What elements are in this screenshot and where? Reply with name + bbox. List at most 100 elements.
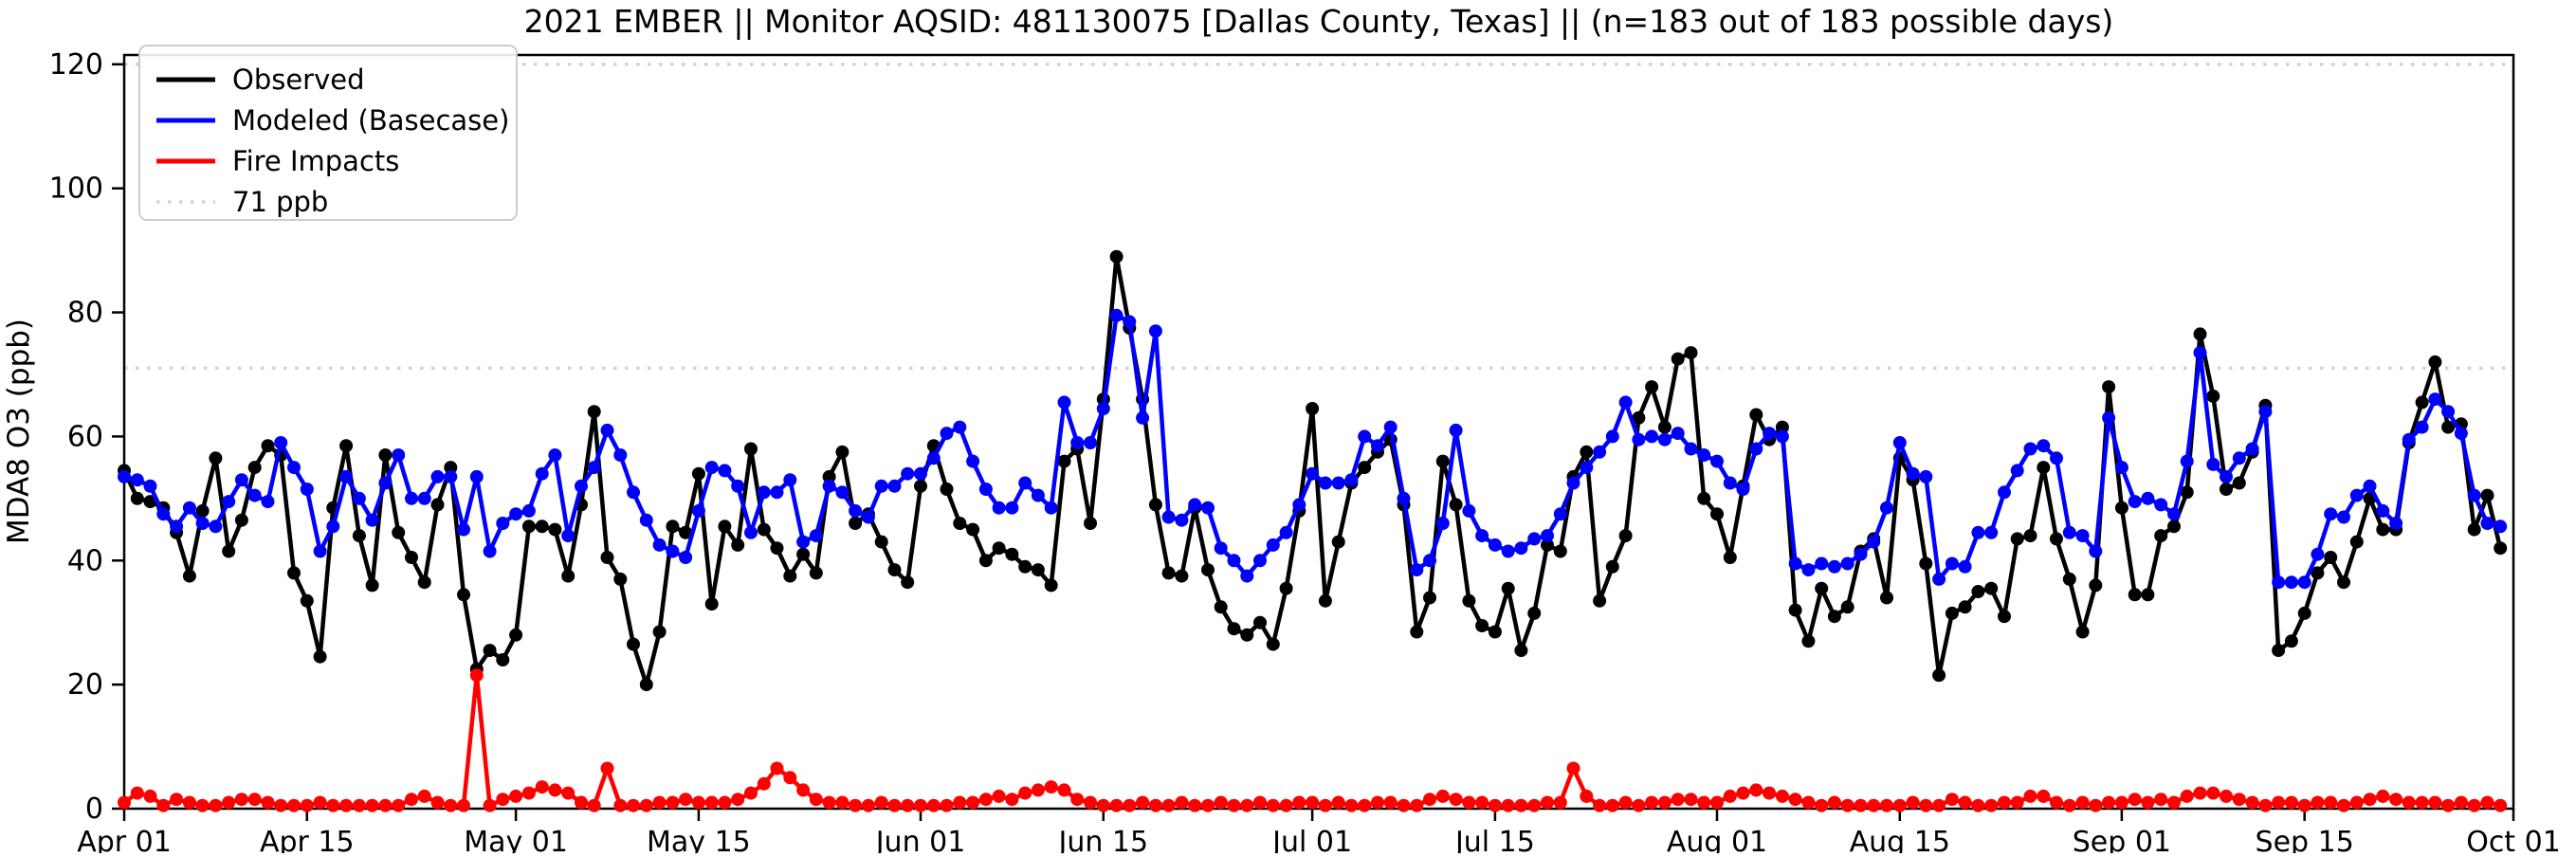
data-point [835, 445, 850, 459]
data-point [1801, 795, 1816, 810]
data-point [118, 795, 131, 810]
data-point [1867, 798, 1881, 812]
data-point [234, 473, 248, 487]
data-point [1175, 513, 1189, 527]
data-point [1488, 798, 1502, 812]
data-point [1932, 798, 1946, 812]
data-point [1605, 429, 1619, 444]
data-point [652, 625, 667, 639]
data-point [1827, 559, 1841, 574]
data-point [1684, 346, 1698, 360]
data-point [1618, 529, 1633, 543]
data-point [1788, 793, 1802, 807]
data-point [143, 495, 157, 509]
data-point [1697, 491, 1711, 505]
data-point [1331, 535, 1345, 549]
data-point [718, 464, 732, 478]
data-point [1148, 324, 1162, 338]
data-point [378, 448, 393, 462]
data-point [2324, 795, 2338, 810]
data-point [561, 569, 575, 583]
data-point [1397, 491, 1411, 505]
data-point [2102, 795, 2116, 810]
data-point [613, 448, 628, 462]
data-point [1827, 795, 1841, 810]
data-point [1227, 554, 1241, 568]
data-point [247, 488, 262, 502]
data-point [1541, 529, 1554, 543]
data-point [1801, 563, 1816, 577]
data-point [1136, 410, 1150, 425]
data-point [704, 795, 719, 810]
data-point [365, 578, 379, 593]
data-point [352, 798, 366, 812]
data-point [222, 495, 236, 509]
data-point [613, 572, 628, 586]
data-point [926, 451, 941, 465]
data-point [835, 485, 850, 500]
data-point [430, 498, 445, 512]
data-point [287, 798, 301, 812]
data-point [234, 793, 248, 807]
data-point [1240, 569, 1254, 583]
data-point [1383, 795, 1398, 810]
data-point [1657, 432, 1672, 447]
data-point [2337, 798, 2350, 812]
data-point [600, 551, 614, 564]
data-point [1684, 793, 1698, 807]
data-point [914, 798, 927, 812]
data-point [130, 473, 144, 487]
data-point [195, 517, 210, 530]
data-point [2062, 572, 2076, 586]
data-point [1005, 501, 1019, 515]
data-point [861, 510, 875, 524]
data-point [2349, 488, 2364, 502]
data-point [1566, 761, 1580, 775]
data-point [300, 483, 314, 496]
data-point [1371, 795, 1384, 810]
data-point [1566, 476, 1580, 490]
data-point [901, 575, 915, 590]
data-point [300, 798, 314, 812]
data-point [1044, 501, 1058, 515]
data-point [1397, 798, 1411, 812]
data-point [156, 798, 171, 812]
data-point [1449, 498, 1463, 512]
data-point [2050, 795, 2063, 810]
data-point [1880, 591, 1893, 605]
data-point [1749, 442, 1763, 456]
data-point [1344, 798, 1359, 812]
data-point [2180, 789, 2194, 803]
data-point [2232, 476, 2246, 490]
data-point [457, 798, 470, 812]
data-point [718, 520, 732, 534]
data-point [2311, 547, 2325, 561]
data-point [1044, 578, 1058, 593]
data-point [2245, 442, 2259, 456]
data-point [757, 485, 771, 500]
data-point [1657, 420, 1672, 434]
data-point [1984, 798, 1999, 812]
data-point [1593, 593, 1607, 608]
data-point [170, 793, 184, 807]
data-point [261, 795, 275, 810]
data-point [1763, 427, 1777, 441]
data-point [2324, 551, 2338, 564]
data-point [1514, 644, 1528, 658]
data-point [2220, 789, 2233, 803]
data-point [1449, 793, 1463, 807]
data-point [2050, 532, 2063, 546]
data-point [483, 644, 497, 658]
data-point [2193, 327, 2207, 341]
data-point [1501, 581, 1515, 595]
data-point [679, 525, 693, 539]
data-point [1892, 436, 1907, 449]
data-point [1775, 429, 1789, 444]
data-point [1410, 625, 1424, 639]
data-point [1123, 315, 1137, 329]
x-tick-label: May 01 [464, 826, 568, 853]
data-point [796, 783, 811, 797]
data-point [1854, 547, 1868, 561]
data-point [1488, 625, 1502, 639]
data-point [2037, 439, 2051, 453]
